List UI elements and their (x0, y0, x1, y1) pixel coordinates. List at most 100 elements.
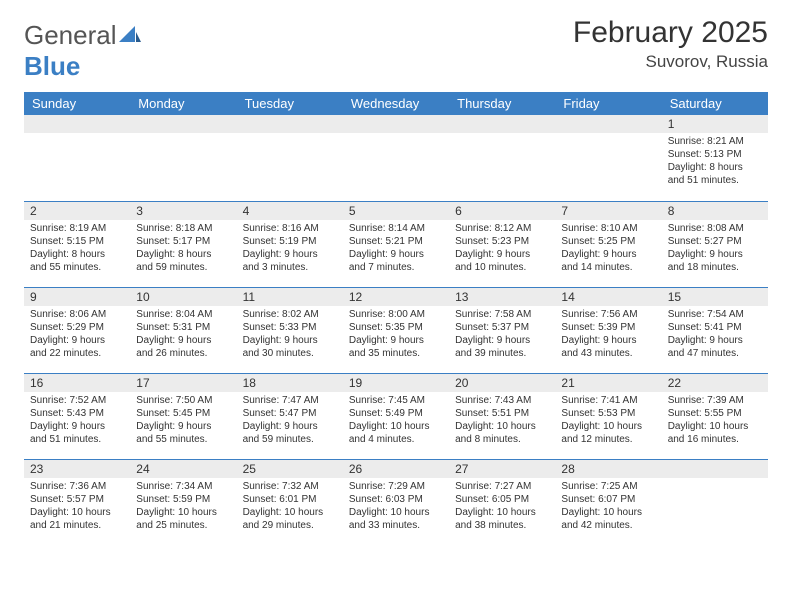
sunset-text: Sunset: 5:43 PM (30, 407, 124, 420)
calendar-day-cell: 7Sunrise: 8:10 AMSunset: 5:25 PMDaylight… (555, 201, 661, 287)
sail-icon (119, 20, 141, 51)
daylight-text: Daylight: 8 hours and 55 minutes. (30, 248, 124, 274)
day-details: Sunrise: 7:43 AMSunset: 5:51 PMDaylight:… (449, 392, 555, 450)
calendar-day-cell: 23Sunrise: 7:36 AMSunset: 5:57 PMDayligh… (24, 459, 130, 545)
sunrise-text: Sunrise: 7:56 AM (561, 308, 655, 321)
daylight-text: Daylight: 10 hours and 38 minutes. (455, 506, 549, 532)
day-header: Sunday (24, 92, 130, 115)
calendar-day-cell: 18Sunrise: 7:47 AMSunset: 5:47 PMDayligh… (237, 373, 343, 459)
brand-text-2: Blue (24, 51, 80, 81)
sunset-text: Sunset: 6:01 PM (243, 493, 337, 506)
daylight-text: Daylight: 9 hours and 7 minutes. (349, 248, 443, 274)
day-number: 18 (237, 374, 343, 392)
day-number: 12 (343, 288, 449, 306)
day-details: Sunrise: 7:39 AMSunset: 5:55 PMDaylight:… (662, 392, 768, 450)
sunset-text: Sunset: 5:57 PM (30, 493, 124, 506)
day-details: Sunrise: 8:16 AMSunset: 5:19 PMDaylight:… (237, 220, 343, 278)
sunrise-text: Sunrise: 7:43 AM (455, 394, 549, 407)
calendar-day-cell: 22Sunrise: 7:39 AMSunset: 5:55 PMDayligh… (662, 373, 768, 459)
day-number: 25 (237, 460, 343, 478)
calendar-table: Sunday Monday Tuesday Wednesday Thursday… (24, 92, 768, 545)
sunrise-text: Sunrise: 8:02 AM (243, 308, 337, 321)
day-number: 27 (449, 460, 555, 478)
day-number: 4 (237, 202, 343, 220)
calendar-day-cell: 12Sunrise: 8:00 AMSunset: 5:35 PMDayligh… (343, 287, 449, 373)
sunrise-text: Sunrise: 8:06 AM (30, 308, 124, 321)
month-title: February 2025 (573, 16, 768, 50)
sunset-text: Sunset: 5:51 PM (455, 407, 549, 420)
day-number: 10 (130, 288, 236, 306)
header: GeneralBlue February 2025 Suvorov, Russi… (24, 16, 768, 82)
sunset-text: Sunset: 5:35 PM (349, 321, 443, 334)
sunrise-text: Sunrise: 7:41 AM (561, 394, 655, 407)
day-details: Sunrise: 8:02 AMSunset: 5:33 PMDaylight:… (237, 306, 343, 364)
day-details: Sunrise: 8:14 AMSunset: 5:21 PMDaylight:… (343, 220, 449, 278)
day-number: 3 (130, 202, 236, 220)
sunrise-text: Sunrise: 7:32 AM (243, 480, 337, 493)
daylight-text: Daylight: 9 hours and 10 minutes. (455, 248, 549, 274)
day-number (237, 115, 343, 133)
calendar-day-cell: 24Sunrise: 7:34 AMSunset: 5:59 PMDayligh… (130, 459, 236, 545)
sunrise-text: Sunrise: 7:52 AM (30, 394, 124, 407)
brand-text-1: General (24, 20, 117, 50)
calendar-day-cell: 3Sunrise: 8:18 AMSunset: 5:17 PMDaylight… (130, 201, 236, 287)
day-details: Sunrise: 8:18 AMSunset: 5:17 PMDaylight:… (130, 220, 236, 278)
daylight-text: Daylight: 9 hours and 39 minutes. (455, 334, 549, 360)
calendar-week-row: 23Sunrise: 7:36 AMSunset: 5:57 PMDayligh… (24, 459, 768, 545)
day-header: Tuesday (237, 92, 343, 115)
day-number: 2 (24, 202, 130, 220)
day-number: 13 (449, 288, 555, 306)
daylight-text: Daylight: 8 hours and 59 minutes. (136, 248, 230, 274)
sunset-text: Sunset: 5:25 PM (561, 235, 655, 248)
sunset-text: Sunset: 5:53 PM (561, 407, 655, 420)
daylight-text: Daylight: 9 hours and 26 minutes. (136, 334, 230, 360)
day-number (662, 460, 768, 478)
sunrise-text: Sunrise: 7:58 AM (455, 308, 549, 321)
day-number: 19 (343, 374, 449, 392)
sunset-text: Sunset: 5:33 PM (243, 321, 337, 334)
day-number: 28 (555, 460, 661, 478)
day-header: Wednesday (343, 92, 449, 115)
calendar-day-cell (237, 115, 343, 201)
day-number: 24 (130, 460, 236, 478)
day-number: 20 (449, 374, 555, 392)
day-details: Sunrise: 7:52 AMSunset: 5:43 PMDaylight:… (24, 392, 130, 450)
day-details: Sunrise: 8:08 AMSunset: 5:27 PMDaylight:… (662, 220, 768, 278)
calendar-day-cell (662, 459, 768, 545)
daylight-text: Daylight: 8 hours and 51 minutes. (668, 161, 762, 187)
sunset-text: Sunset: 6:03 PM (349, 493, 443, 506)
calendar-day-cell: 4Sunrise: 8:16 AMSunset: 5:19 PMDaylight… (237, 201, 343, 287)
sunrise-text: Sunrise: 8:10 AM (561, 222, 655, 235)
day-details: Sunrise: 7:56 AMSunset: 5:39 PMDaylight:… (555, 306, 661, 364)
sunset-text: Sunset: 5:37 PM (455, 321, 549, 334)
sunset-text: Sunset: 5:47 PM (243, 407, 337, 420)
day-header: Saturday (662, 92, 768, 115)
day-number (130, 115, 236, 133)
sunrise-text: Sunrise: 8:21 AM (668, 135, 762, 148)
day-number: 26 (343, 460, 449, 478)
sunrise-text: Sunrise: 7:36 AM (30, 480, 124, 493)
day-details: Sunrise: 7:29 AMSunset: 6:03 PMDaylight:… (343, 478, 449, 536)
daylight-text: Daylight: 9 hours and 14 minutes. (561, 248, 655, 274)
day-details: Sunrise: 7:54 AMSunset: 5:41 PMDaylight:… (662, 306, 768, 364)
calendar-day-cell (343, 115, 449, 201)
daylight-text: Daylight: 9 hours and 59 minutes. (243, 420, 337, 446)
day-number: 11 (237, 288, 343, 306)
day-details: Sunrise: 8:04 AMSunset: 5:31 PMDaylight:… (130, 306, 236, 364)
day-number (24, 115, 130, 133)
sunrise-text: Sunrise: 7:27 AM (455, 480, 549, 493)
sunset-text: Sunset: 5:31 PM (136, 321, 230, 334)
calendar-week-row: 9Sunrise: 8:06 AMSunset: 5:29 PMDaylight… (24, 287, 768, 373)
calendar-day-cell: 21Sunrise: 7:41 AMSunset: 5:53 PMDayligh… (555, 373, 661, 459)
calendar-day-cell: 26Sunrise: 7:29 AMSunset: 6:03 PMDayligh… (343, 459, 449, 545)
sunset-text: Sunset: 5:23 PM (455, 235, 549, 248)
calendar-body: 1Sunrise: 8:21 AMSunset: 5:13 PMDaylight… (24, 115, 768, 545)
sunset-text: Sunset: 5:59 PM (136, 493, 230, 506)
calendar-day-cell: 28Sunrise: 7:25 AMSunset: 6:07 PMDayligh… (555, 459, 661, 545)
daylight-text: Daylight: 10 hours and 16 minutes. (668, 420, 762, 446)
title-block: February 2025 Suvorov, Russia (573, 16, 768, 72)
sunrise-text: Sunrise: 7:39 AM (668, 394, 762, 407)
day-number: 9 (24, 288, 130, 306)
calendar-header-row: Sunday Monday Tuesday Wednesday Thursday… (24, 92, 768, 115)
sunrise-text: Sunrise: 8:18 AM (136, 222, 230, 235)
